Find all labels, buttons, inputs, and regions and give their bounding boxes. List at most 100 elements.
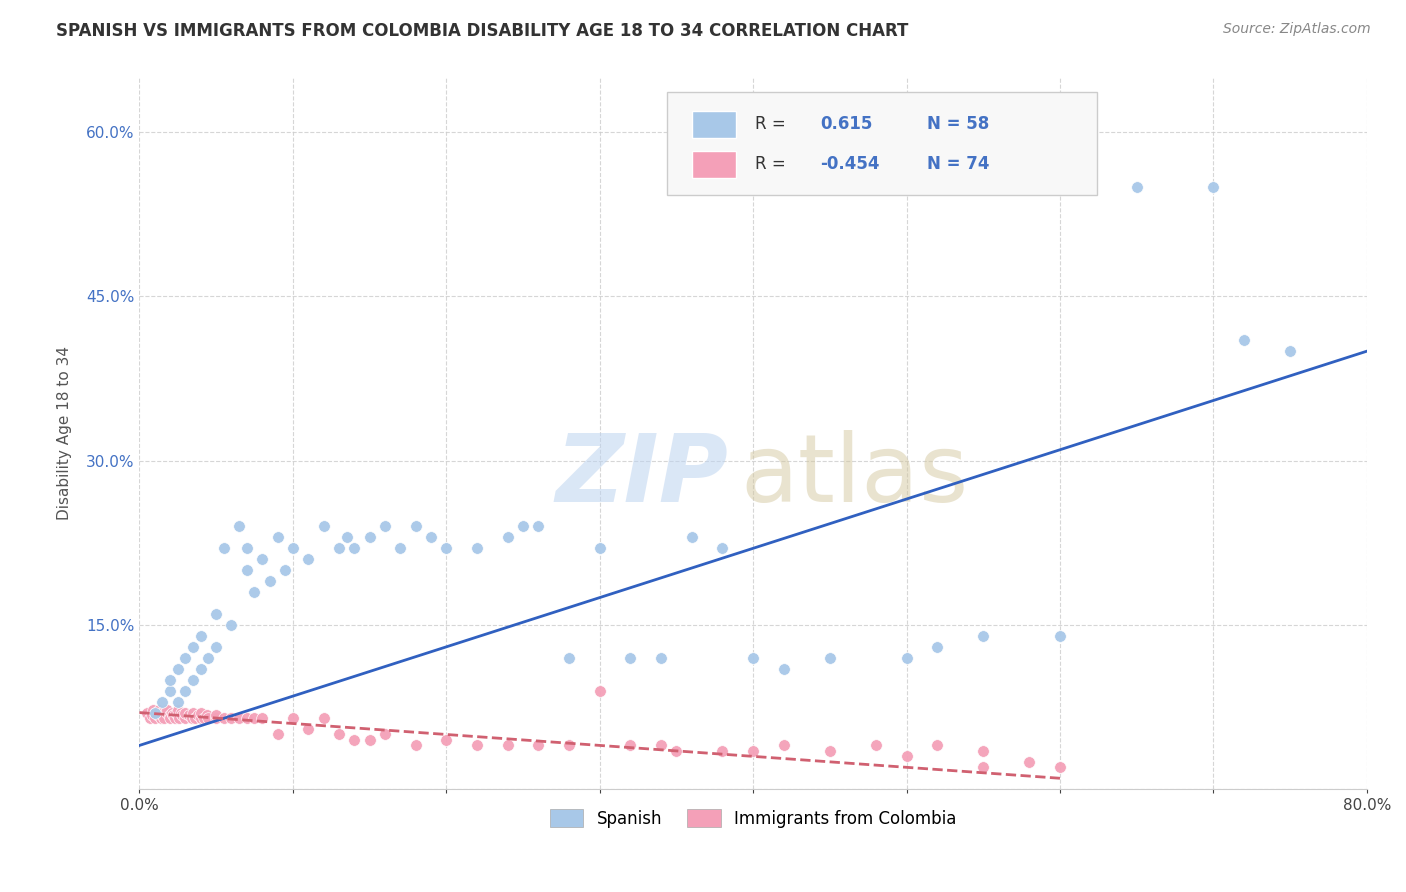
Point <box>927 640 949 654</box>
Point <box>160 706 183 720</box>
Point <box>512 519 534 533</box>
Point <box>187 707 209 722</box>
Point <box>177 707 200 722</box>
Point <box>190 629 212 643</box>
Point <box>152 707 174 722</box>
Legend: Spanish, Immigrants from Colombia: Spanish, Immigrants from Colombia <box>543 803 963 834</box>
Point <box>236 563 259 577</box>
Point <box>297 552 319 566</box>
Point <box>972 744 994 758</box>
Point <box>180 711 202 725</box>
Point <box>335 530 357 544</box>
Point <box>434 733 457 747</box>
Point <box>419 530 441 544</box>
Point <box>527 519 550 533</box>
Point <box>174 711 197 725</box>
Point <box>896 749 918 764</box>
Point <box>465 541 488 556</box>
Point <box>146 707 169 722</box>
Text: R =: R = <box>755 115 786 133</box>
Point <box>389 541 412 556</box>
Point <box>221 618 243 632</box>
Point <box>159 711 181 725</box>
Point <box>156 703 179 717</box>
Point <box>148 703 170 717</box>
Point <box>972 629 994 643</box>
Point <box>665 744 688 758</box>
Point <box>250 711 273 725</box>
Point <box>266 530 288 544</box>
Point <box>1202 180 1225 194</box>
Point <box>197 650 219 665</box>
Point <box>496 530 519 544</box>
Point <box>589 683 612 698</box>
Point <box>143 706 166 720</box>
Point <box>359 733 381 747</box>
Point <box>328 727 350 741</box>
Point <box>1049 760 1071 774</box>
Point <box>166 703 188 717</box>
Point <box>136 706 159 720</box>
Point <box>589 541 612 556</box>
Point <box>228 519 250 533</box>
Point <box>181 706 204 720</box>
Point <box>281 541 304 556</box>
Point <box>896 650 918 665</box>
Point <box>496 739 519 753</box>
Point <box>159 683 181 698</box>
Point <box>281 711 304 725</box>
Text: SPANISH VS IMMIGRANTS FROM COLOMBIA DISABILITY AGE 18 TO 34 CORRELATION CHART: SPANISH VS IMMIGRANTS FROM COLOMBIA DISA… <box>56 22 908 40</box>
Point <box>170 706 193 720</box>
Point <box>374 519 396 533</box>
Point <box>711 541 734 556</box>
Point <box>772 739 794 753</box>
Point <box>181 673 204 687</box>
Point <box>1049 629 1071 643</box>
Point <box>558 739 581 753</box>
Point <box>650 650 672 665</box>
Point <box>465 739 488 753</box>
Point <box>1018 755 1040 769</box>
Point <box>159 707 181 722</box>
Point <box>174 650 197 665</box>
Point <box>228 711 250 725</box>
Point <box>312 519 335 533</box>
Point <box>297 722 319 736</box>
Y-axis label: Disability Age 18 to 34: Disability Age 18 to 34 <box>58 346 72 520</box>
Point <box>742 650 765 665</box>
Point <box>236 711 259 725</box>
Point <box>169 711 191 725</box>
Point <box>927 739 949 753</box>
Point <box>166 695 188 709</box>
Point <box>558 650 581 665</box>
Point <box>152 706 174 720</box>
Point <box>359 530 381 544</box>
Point <box>190 662 212 676</box>
FancyBboxPatch shape <box>692 151 737 178</box>
Point <box>619 650 641 665</box>
Point <box>1125 180 1147 194</box>
Point <box>972 760 994 774</box>
Point <box>139 711 162 725</box>
Point <box>212 541 235 556</box>
Point <box>221 711 243 725</box>
Point <box>166 707 188 722</box>
Point <box>434 541 457 556</box>
Point <box>205 640 228 654</box>
Point <box>141 707 163 722</box>
Point <box>711 744 734 758</box>
Point <box>163 711 186 725</box>
Point <box>183 711 205 725</box>
Text: Source: ZipAtlas.com: Source: ZipAtlas.com <box>1223 22 1371 37</box>
Point <box>259 574 281 589</box>
Text: atlas: atlas <box>741 430 969 522</box>
Point <box>181 640 204 654</box>
Text: 0.615: 0.615 <box>820 115 872 133</box>
Point <box>166 662 188 676</box>
Point <box>343 733 366 747</box>
Point <box>212 711 235 725</box>
Point <box>142 703 165 717</box>
Text: ZIP: ZIP <box>555 430 728 522</box>
Point <box>374 727 396 741</box>
Point <box>143 706 166 720</box>
